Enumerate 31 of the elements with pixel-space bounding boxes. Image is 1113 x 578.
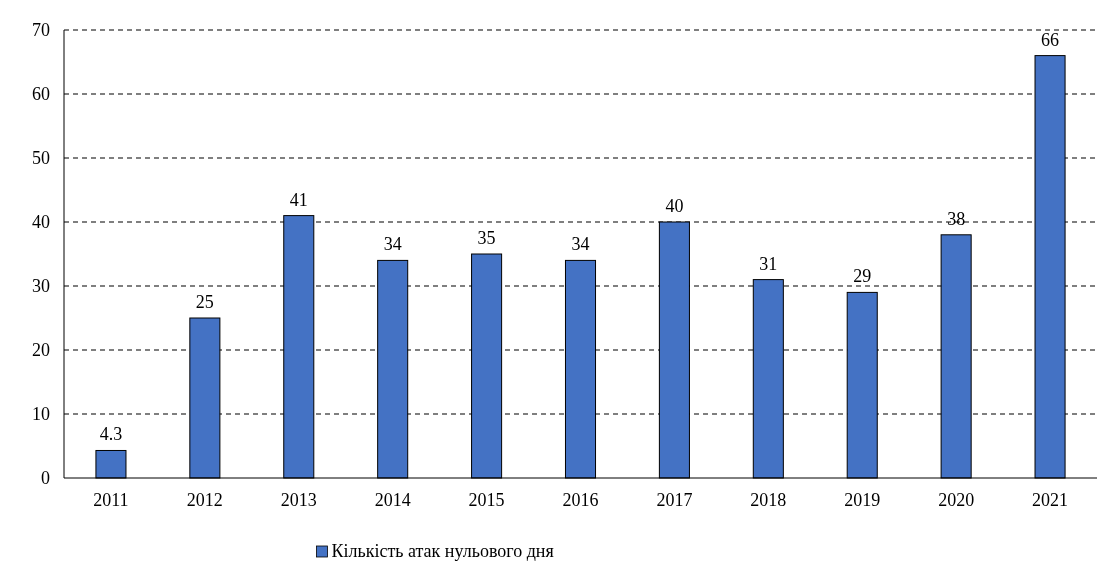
data-label: 25 xyxy=(195,292,214,312)
data-label: 4.3 xyxy=(99,424,123,445)
y-tick-label: 0 xyxy=(41,468,50,489)
y-tick-label: 60 xyxy=(32,84,50,105)
x-tick-label: 2019 xyxy=(844,490,881,510)
data-label: 34 xyxy=(571,234,590,255)
x-tick-label: 2015 xyxy=(468,490,505,510)
x-tick-label: 2020 xyxy=(938,490,975,510)
data-label: 41 xyxy=(289,189,308,210)
y-tick-label: 10 xyxy=(32,404,50,425)
y-tick-label: 30 xyxy=(32,276,50,297)
x-tick-label: 2018 xyxy=(750,490,787,510)
legend-label: Кількість атак нульового дня xyxy=(331,541,554,561)
data-label: 40 xyxy=(665,196,684,216)
x-tick-label: 2013 xyxy=(280,490,317,510)
y-tick-label: 70 xyxy=(32,20,50,41)
x-tick-label: 2012 xyxy=(186,490,223,510)
x-tick-label: 2014 xyxy=(374,490,411,510)
data-label: 31 xyxy=(759,253,778,274)
x-tick-label: 2021 xyxy=(1032,490,1069,510)
y-tick-label: 50 xyxy=(32,148,50,169)
x-tick-label: 2011 xyxy=(93,490,129,510)
x-tick-label: 2017 xyxy=(656,490,693,510)
y-tick-label: 40 xyxy=(32,212,50,233)
data-label: 35 xyxy=(477,228,496,248)
data-label: 66 xyxy=(1041,29,1060,50)
data-label: 29 xyxy=(853,266,872,287)
data-label: 38 xyxy=(947,208,966,229)
x-tick-label: 2016 xyxy=(562,490,599,510)
data-label: 34 xyxy=(383,234,402,255)
y-tick-label: 20 xyxy=(32,340,50,361)
